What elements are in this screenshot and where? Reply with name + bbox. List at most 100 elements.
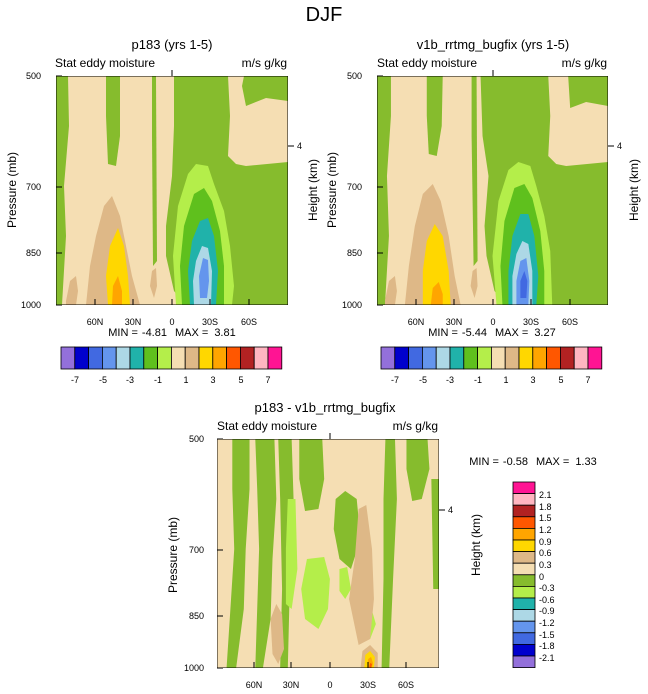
y-axis-label: Pressure (mb) — [166, 517, 180, 593]
colorbar-swatch — [490, 346, 506, 370]
max-value: 1.33 — [575, 456, 596, 468]
contour-green-5 — [333, 491, 361, 569]
ytick-label: 850 — [189, 611, 204, 621]
right-axis-label: Height (km) — [306, 159, 320, 221]
colorbar-swatch — [143, 346, 159, 370]
colorbar-swatch — [512, 551, 536, 564]
contour-green-3 — [278, 439, 294, 668]
panel-v1b: v1b_rrtmg_bugfix (yrs 1-5) Stat eddy moi… — [325, 37, 641, 385]
y-axis-label: Pressure (mb) — [325, 152, 339, 228]
contour-green-mid — [426, 76, 443, 156]
max-value: 3.81 — [214, 327, 235, 339]
colorbar-label: 3 — [210, 375, 215, 385]
colorbar-label: -0.9 — [539, 606, 555, 616]
panel-subtitle-right: m/s g/kg — [393, 419, 438, 433]
colorbar-label: -1.8 — [539, 641, 555, 651]
colorbar-label: -1 — [474, 375, 482, 385]
xtick-label: 60S — [398, 680, 414, 690]
xtick-label: 0 — [169, 317, 174, 327]
contour-yellow — [106, 228, 130, 305]
x-axis: 60N 30N 0 30S 60S — [408, 70, 578, 327]
contour-green-4 — [299, 439, 325, 511]
right-axis-label: Height (km) — [627, 159, 641, 221]
panel-subtitle-left: Stat eddy moisture — [217, 419, 317, 433]
contour-green-6 — [381, 439, 397, 668]
colorbar-swatch — [74, 346, 90, 370]
colorbar-label: -7 — [391, 375, 399, 385]
colorbar-label: -1.2 — [539, 618, 555, 628]
xtick-label: 60S — [562, 317, 578, 327]
colorbar-label: -7 — [71, 375, 79, 385]
contour-tan-right — [252, 110, 288, 158]
x-axis: 60N 30N 0 30S 60S — [246, 433, 414, 690]
colorbar-label: 0.9 — [539, 537, 552, 547]
contour-darkblue — [520, 271, 528, 298]
xtick-label: 30S — [360, 680, 376, 690]
xtick-label: 60N — [408, 317, 425, 327]
colorbar — [512, 481, 536, 669]
colorbar-swatch — [518, 346, 534, 370]
colorbar-swatch — [512, 562, 536, 576]
panel-subtitle-right: m/s g/kg — [242, 56, 287, 70]
stats-line: MIN = -5.44 MAX = 3.27 — [428, 327, 555, 339]
right-tick-label: 4 — [297, 141, 302, 151]
contour-green-2 — [255, 439, 277, 668]
colorbar-label: 1.2 — [539, 525, 552, 535]
y-axis: 500 700 850 1000 — [21, 71, 62, 310]
contour-green-7 — [406, 439, 430, 501]
colorbar-label: 7 — [265, 375, 270, 385]
colorbar-label: 1 — [183, 375, 188, 385]
colorbar-label: -2.1 — [539, 653, 555, 663]
colorbar-label: 1 — [503, 375, 508, 385]
panel-subtitle-right: m/s g/kg — [562, 56, 607, 70]
contour-plot — [56, 76, 288, 305]
colorbar-swatch — [435, 346, 451, 370]
contour-tan-small — [150, 268, 157, 298]
contour-green-right — [568, 76, 608, 108]
colorbar-swatch — [226, 346, 241, 370]
panel-difference: p183 - v1b_rrtmg_bugfix Stat eddy moistu… — [166, 400, 597, 690]
colorbar-swatch — [512, 574, 536, 587]
colorbar-swatch — [512, 644, 536, 657]
colorbar-swatch — [102, 346, 117, 370]
xtick-label: 60S — [241, 317, 257, 327]
right-axis-label: Height (km) — [469, 514, 483, 576]
colorbar-swatch — [512, 655, 536, 669]
x-axis: 60N 30N 0 30S 60S — [87, 70, 257, 327]
contour-orange — [430, 282, 443, 305]
colorbar-swatch — [253, 346, 269, 370]
contour-green-left — [377, 76, 391, 305]
colorbar-label: 5 — [238, 375, 243, 385]
contour-tan-small — [470, 268, 478, 298]
colorbar-label: 1.8 — [539, 502, 552, 512]
ytick-label: 500 — [26, 71, 41, 81]
colorbar — [380, 346, 603, 370]
colorbar-swatch — [477, 346, 492, 370]
colorbar-labels: -7 -5 -3 -1 1 3 5 7 — [71, 375, 271, 385]
xtick-label: 30N — [446, 317, 463, 327]
colorbar-swatch — [380, 346, 396, 370]
stats-line: MIN = -0.58 MAX = 1.33 — [469, 456, 596, 468]
contour-green-mid — [106, 76, 120, 166]
contour-orange — [112, 276, 122, 305]
min-value: -4.81 — [142, 327, 167, 339]
colorbar-label: 0.3 — [539, 560, 552, 570]
contour-red — [369, 663, 373, 668]
colorbar-label: -0.3 — [539, 583, 555, 593]
ytick-label: 1000 — [21, 300, 41, 310]
colorbar-swatch — [184, 346, 200, 370]
colorbar-label: -5 — [99, 375, 107, 385]
panel-title: p183 (yrs 1-5) — [132, 37, 213, 52]
colorbar-label: 7 — [585, 375, 590, 385]
colorbar-swatch — [512, 632, 536, 645]
contour-tan-center — [349, 505, 374, 645]
colorbar-swatch — [512, 493, 536, 506]
colorbar-swatch — [88, 346, 103, 370]
colorbar-swatch — [512, 609, 536, 622]
ytick-label: 500 — [347, 71, 362, 81]
y-axis: 500 700 850 1000 — [342, 71, 383, 310]
colorbar-label: -3 — [446, 375, 454, 385]
colorbar-swatch — [212, 346, 228, 370]
y-axis: 500 700 850 1000 — [184, 434, 223, 673]
